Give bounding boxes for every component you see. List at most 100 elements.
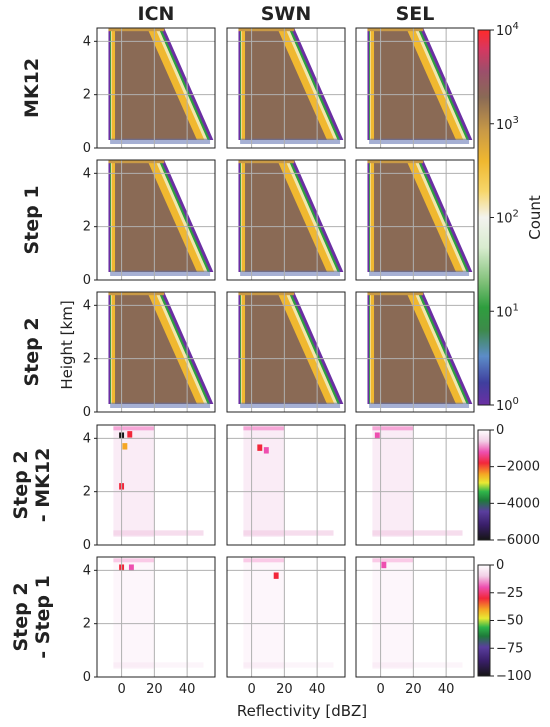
y-tick-label: 0 (83, 538, 91, 553)
panel-frame (355, 556, 475, 678)
y-tick-label: 2 (83, 617, 91, 632)
colorbar-tick-label: 103 (496, 115, 519, 133)
x-tick-label: 0 (117, 682, 125, 697)
colorbar-tick-label: −75 (496, 641, 523, 656)
difference-ground-trace (372, 662, 463, 668)
panel-frame (226, 159, 346, 281)
x-tick-label: 40 (179, 682, 196, 697)
difference-hotspot (127, 431, 133, 438)
panel-background (356, 557, 474, 677)
density-core (245, 161, 327, 272)
density-core (374, 29, 456, 140)
difference-top-trace (113, 426, 155, 431)
top-band (108, 160, 165, 164)
colorbar-difference (477, 429, 491, 541)
panel-r2-c1 (226, 291, 346, 413)
colorbar-tick-label: −50 (496, 614, 523, 629)
panel-frame (355, 424, 475, 546)
density-core (245, 293, 327, 404)
row-title-4-line-1: - Step 1 (32, 575, 54, 659)
panel-r3-c0: 0 2 4 (83, 424, 216, 553)
difference-ground-trace (243, 662, 334, 668)
colorbar-tick-label: −6000 (496, 533, 540, 548)
column-title-icn: ICN (138, 3, 175, 25)
panel-r4-c1: 0 20 40 (226, 556, 346, 697)
density-core (115, 293, 197, 404)
y-tick-label: 4 (83, 34, 91, 49)
x-tick-label: 0 (376, 682, 384, 697)
panel-frame (96, 159, 216, 281)
colorbar-tick-label: 101 (496, 302, 519, 320)
difference-top-trace (243, 558, 285, 563)
colorbar-tick-label: 0 (496, 423, 504, 438)
panel-frame (226, 424, 346, 546)
row-title-2-line-0: Step 2 (21, 317, 43, 386)
x-tick-label: 40 (438, 682, 455, 697)
density-core (115, 29, 197, 140)
y-tick-label: 2 (83, 485, 91, 500)
y-tick-label: 0 (83, 273, 91, 288)
panel-r1-c2 (355, 159, 475, 281)
panel-frame (96, 291, 216, 413)
panel-r3-c2 (355, 424, 475, 546)
ground-band (369, 402, 470, 408)
top-band (238, 160, 295, 164)
x-tick-label: 20 (146, 682, 163, 697)
panel-r4-c2: 0 20 40 (355, 556, 475, 697)
difference-ground-trace (372, 530, 463, 536)
panel-frame (226, 27, 346, 149)
difference-top-trace (372, 426, 414, 431)
row-title-3-line-1: - MK12 (32, 448, 54, 523)
colorbar-tick-label: 0 (496, 558, 504, 573)
panel-frame (96, 27, 216, 149)
x-tick-label: 0 (247, 682, 255, 697)
colorbar-difference (477, 564, 491, 677)
panel-frame (355, 291, 475, 413)
difference-hotspot (374, 432, 380, 439)
colorbar-tick-label: −25 (496, 586, 523, 601)
difference-hotspot (128, 564, 134, 571)
colorbar-tick-label: 104 (496, 21, 519, 39)
y-tick-label: 4 (83, 166, 91, 181)
ground-band (110, 270, 211, 276)
density-core (245, 29, 327, 140)
y-tick-label: 0 (83, 141, 91, 156)
panel-r1-c0: 0 2 4 (83, 159, 216, 288)
panel-r2-c0: 0 2 4 (83, 291, 216, 420)
ground-band (110, 138, 211, 144)
y-tick-label: 4 (83, 298, 91, 313)
colorbar-tick-label: −4000 (496, 496, 540, 511)
x-axis-label: Reflectivity [dBZ] (237, 702, 367, 720)
difference-top-trace (372, 558, 414, 563)
panel-r0-c0: 0 2 4 (83, 27, 216, 156)
y-tick-label: 0 (83, 670, 91, 685)
top-band (367, 28, 424, 32)
panel-frame (226, 556, 346, 678)
y-tick-label: 0 (83, 405, 91, 420)
difference-trace (243, 430, 285, 537)
y-tick-label: 4 (83, 563, 91, 578)
row-title-4-line-0: Step 2 (10, 582, 32, 651)
density-core (374, 161, 456, 272)
top-band (367, 160, 424, 164)
colorbar-tick-label: 100 (496, 396, 519, 414)
colorbar-tick-label: −2000 (496, 460, 540, 475)
y-tick-label: 2 (83, 352, 91, 367)
difference-trace (372, 562, 414, 669)
x-tick-label: 20 (405, 682, 422, 697)
panel-frame (96, 424, 216, 546)
density-core (374, 293, 456, 404)
panel-frame (355, 159, 475, 281)
difference-hotspot (257, 444, 263, 451)
y-tick-label: 2 (83, 220, 91, 235)
top-band (238, 292, 295, 296)
y-tick-label: 2 (83, 88, 91, 103)
top-band (108, 292, 165, 296)
density-core (115, 161, 197, 272)
difference-top-trace (113, 558, 155, 563)
panel-background (227, 557, 345, 677)
difference-trace (243, 562, 285, 669)
